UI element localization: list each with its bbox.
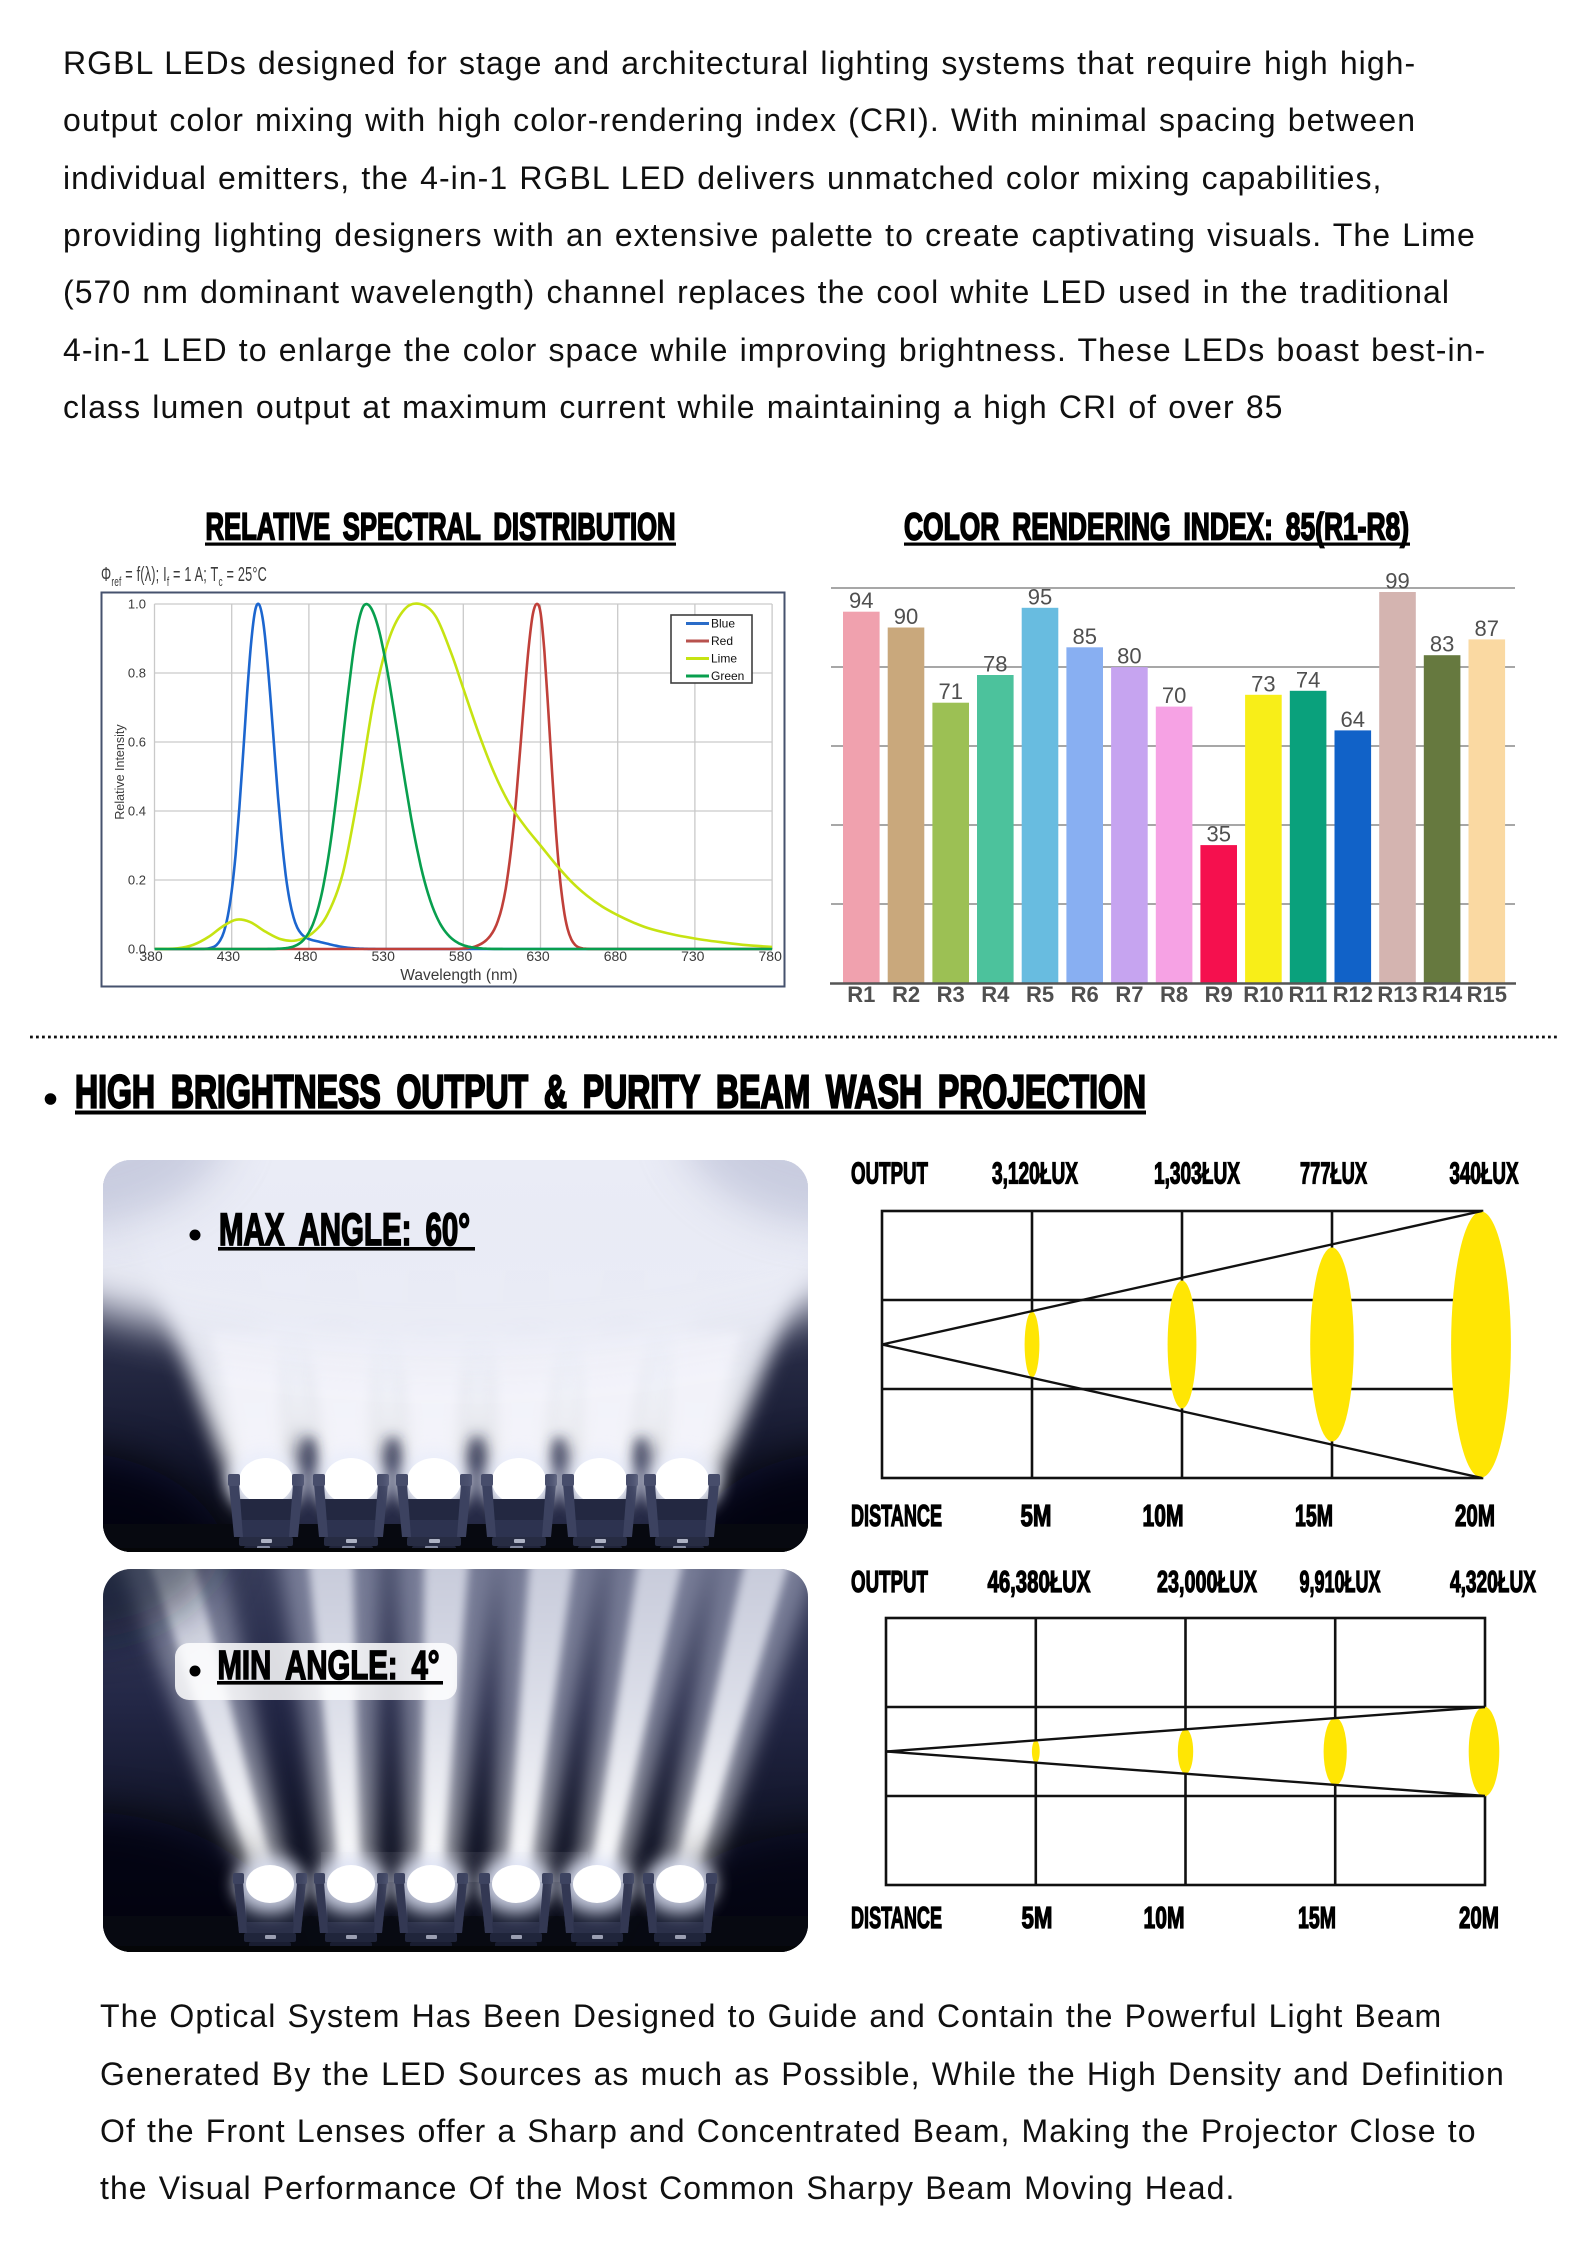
svg-text:87: 87 (1475, 616, 1499, 641)
svg-text:20M: 20M (1455, 1499, 1495, 1533)
svg-text:10M: 10M (1144, 1901, 1185, 1935)
svg-text:DISTANCE: DISTANCE (851, 1499, 942, 1533)
svg-text:R14: R14 (1422, 982, 1463, 1007)
svg-text:730: 730 (681, 948, 705, 964)
svg-text:R1: R1 (847, 982, 875, 1007)
svg-text:R12: R12 (1333, 982, 1373, 1007)
svg-text:0.2: 0.2 (128, 873, 146, 888)
svg-text:430: 430 (217, 948, 241, 964)
svg-text:85: 85 (1072, 624, 1096, 649)
svg-text:780: 780 (759, 948, 783, 964)
svg-text:R13: R13 (1377, 982, 1417, 1007)
svg-text:64: 64 (1341, 707, 1365, 732)
svg-text:COLOR RENDERING INDEX: 85(R1-R: COLOR RENDERING INDEX: 85(R1-R8) (904, 507, 1409, 549)
svg-text:777ŁUX: 777ŁUX (1300, 1157, 1367, 1191)
svg-text:HIGH BRIGHTNESS OUTPUT & PURIT: HIGH BRIGHTNESS OUTPUT & PURITY BEAM WAS… (75, 1066, 1146, 1118)
svg-text:R4: R4 (981, 982, 1010, 1007)
svg-text:R6: R6 (1071, 982, 1099, 1007)
svg-text:80: 80 (1117, 644, 1141, 669)
svg-text:680: 680 (604, 948, 628, 964)
svg-text:480: 480 (294, 948, 318, 964)
svg-text:R7: R7 (1115, 982, 1143, 1007)
svg-text:OUTPUT: OUTPUT (851, 1157, 928, 1191)
svg-text:OUTPUT: OUTPUT (851, 1565, 928, 1599)
svg-text:1,303ŁUX: 1,303ŁUX (1154, 1157, 1240, 1191)
svg-text:78: 78 (983, 652, 1007, 677)
svg-text:R15: R15 (1467, 982, 1507, 1007)
svg-text:R11: R11 (1289, 982, 1328, 1007)
svg-text:530: 530 (372, 948, 396, 964)
svg-text:90: 90 (894, 604, 918, 629)
svg-text:DISTANCE: DISTANCE (851, 1901, 942, 1935)
svg-text:380: 380 (139, 948, 163, 964)
svg-text:20M: 20M (1459, 1901, 1499, 1935)
svg-text:Lime: Lime (711, 652, 737, 666)
svg-text:95: 95 (1028, 584, 1052, 609)
svg-text:1.0: 1.0 (128, 597, 146, 612)
svg-text:0.0: 0.0 (128, 942, 146, 957)
svg-text:83: 83 (1430, 632, 1454, 657)
svg-text:71: 71 (938, 679, 962, 704)
svg-text:R5: R5 (1026, 982, 1054, 1007)
svg-text:630: 630 (526, 948, 550, 964)
svg-text:70: 70 (1162, 683, 1186, 708)
svg-text:R8: R8 (1160, 982, 1188, 1007)
svg-text:10M: 10M (1143, 1499, 1184, 1533)
svg-text:99: 99 (1385, 569, 1409, 594)
svg-text:Relative Intensity: Relative Intensity (113, 724, 127, 820)
svg-text:0.8: 0.8 (128, 666, 146, 681)
svg-text:R10: R10 (1243, 982, 1283, 1007)
svg-text:R3: R3 (937, 982, 965, 1007)
svg-text:0.4: 0.4 (128, 804, 146, 819)
svg-text:46,380ŁUX: 46,380ŁUX (988, 1565, 1091, 1599)
svg-text:R9: R9 (1205, 982, 1233, 1007)
svg-text:15M: 15M (1295, 1499, 1333, 1533)
svg-text:340ŁUX: 340ŁUX (1450, 1157, 1519, 1191)
svg-text:5M: 5M (1022, 1901, 1053, 1935)
svg-text:35: 35 (1206, 822, 1230, 847)
svg-text:74: 74 (1296, 667, 1320, 692)
svg-text:Blue: Blue (711, 617, 735, 631)
svg-text:0.6: 0.6 (128, 735, 146, 750)
svg-text:15M: 15M (1298, 1901, 1336, 1935)
svg-text:MIN ANGLE: 4°: MIN ANGLE: 4° (218, 1642, 440, 1688)
svg-text:73: 73 (1251, 671, 1275, 696)
svg-text:R2: R2 (892, 982, 920, 1007)
svg-text:5M: 5M (1021, 1499, 1052, 1533)
svg-text:Wavelength (nm): Wavelength (nm) (400, 967, 517, 984)
svg-text:RELATIVE SPECTRAL DISTRIBUTION: RELATIVE SPECTRAL DISTRIBUTION (206, 507, 676, 549)
svg-text:9,910ŁUX: 9,910ŁUX (1300, 1565, 1381, 1599)
svg-text:Green: Green (711, 669, 744, 683)
svg-text:3,120ŁUX: 3,120ŁUX (992, 1157, 1078, 1191)
svg-text:23,000ŁUX: 23,000ŁUX (1157, 1565, 1257, 1599)
svg-text:94: 94 (849, 588, 873, 613)
svg-text:4,320ŁUX: 4,320ŁUX (1450, 1565, 1536, 1599)
svg-text:Red: Red (711, 634, 733, 648)
svg-text:580: 580 (449, 948, 473, 964)
